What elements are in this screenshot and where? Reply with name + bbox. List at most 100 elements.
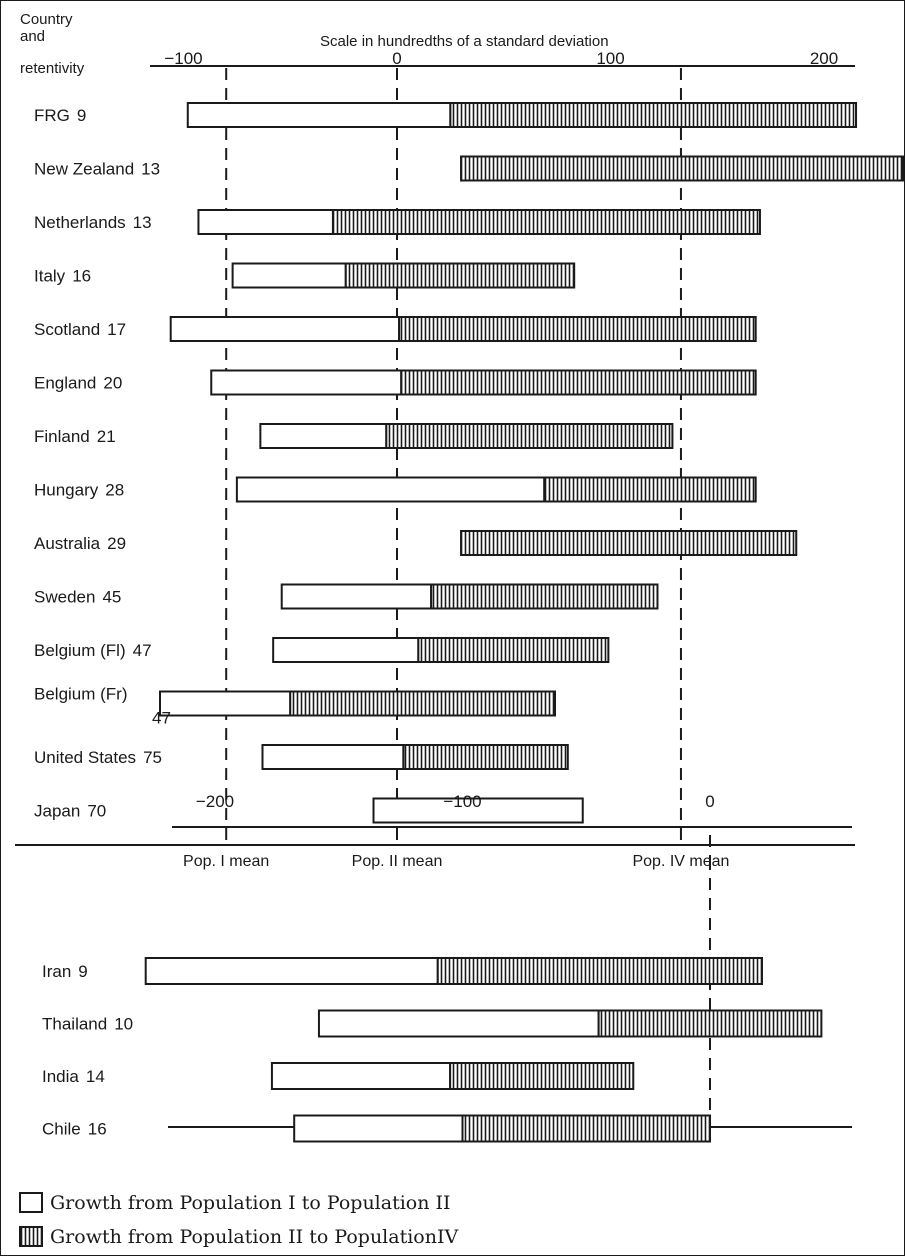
country-header-line3: retentivity (20, 60, 85, 77)
legend-swatch-hatched (19, 1226, 43, 1247)
chart1-country-label: Belgium (Fr) 47 (34, 685, 171, 728)
chart1-country-label: Hungary 28 (34, 481, 124, 500)
country-header-line1: Country (20, 11, 73, 28)
chart1-bar-pop2-to-pop4 (543, 476, 757, 503)
retentivity-value: 29 (107, 534, 126, 553)
chart2-bar-pop1-to-pop2 (293, 1114, 464, 1143)
chart1-country-label: New Zealand 13 (34, 160, 160, 179)
legend: Growth from Population I to Population I… (19, 1192, 458, 1248)
scale-title: Scale in hundredths of a standard deviat… (320, 33, 609, 50)
chart1-bar-pop2-to-pop4 (460, 530, 798, 556)
country-name: Scotland (34, 320, 100, 339)
chart1-country-label: FRG 9 (34, 106, 86, 125)
country-name: Chile (42, 1120, 81, 1139)
chart1-bar-pop1-to-pop2 (186, 102, 452, 128)
chart2-bar-pop1-to-pop2 (317, 1009, 600, 1038)
bars-layer (144, 102, 904, 1143)
chart1-bar-pop2-to-pop4 (289, 690, 556, 717)
chart1-bar-pop2-to-pop4 (344, 262, 576, 289)
country-name: United States (34, 748, 136, 767)
chart2-tick-label: 0 (705, 792, 714, 811)
chart2-bar-pop2-to-pop4 (597, 1009, 823, 1038)
chart1-bar-pop2-to-pop4 (331, 209, 761, 235)
country-name: Sweden (34, 588, 95, 607)
chart1-country-label: Finland 21 (34, 427, 116, 446)
chart1-bar-pop1-to-pop2 (231, 262, 347, 289)
chart2-country-label: Iran 9 (42, 962, 88, 981)
retentivity-value: 28 (105, 481, 124, 500)
chart1-reference-label: Pop. IV mean (632, 853, 729, 870)
chart2-bar-pop2-to-pop4 (436, 957, 763, 985)
country-name: Australia (34, 534, 101, 553)
chart1-tick-label: −100 (164, 49, 202, 68)
chart2-bar-pop2-to-pop4 (461, 1114, 711, 1143)
chart1-reference-label: Pop. II mean (352, 853, 443, 870)
country-header-line2: and (20, 28, 45, 45)
chart2-country-label: India 14 (42, 1067, 105, 1086)
chart1-bar-pop1-to-pop2 (261, 744, 405, 770)
chart1-country-label: Scotland 17 (34, 320, 126, 339)
country-name: Iran (42, 962, 71, 981)
chart2-tick-label: −200 (196, 792, 234, 811)
retentivity-value: 9 (77, 106, 86, 125)
country-name: Belgium (Fr) (34, 685, 128, 704)
chart1-country-label: Netherlands 13 (34, 213, 152, 232)
legend-label-pop2-to-pop4: Growth from Population II to PopulationI… (50, 1226, 458, 1248)
chart1-bar-pop2-to-pop4 (460, 155, 904, 182)
chart1-bar-pop1-to-pop2 (259, 423, 388, 449)
retentivity-value: 16 (88, 1120, 107, 1139)
chart2-bar-pop1-to-pop2 (144, 957, 439, 985)
chart1-bar-pop1-to-pop2 (235, 476, 546, 503)
chart2-tick-label: −100 (443, 792, 481, 811)
country-name: Japan (34, 802, 80, 821)
chart1-bar-pop1-to-pop2 (169, 316, 401, 342)
retentivity-value: 17 (107, 320, 126, 339)
retentivity-value: 9 (78, 962, 87, 981)
retentivity-value: 47 (152, 709, 171, 728)
chart2-country-label: Chile 16 (42, 1120, 107, 1139)
chart1-bar-pop1-to-pop2 (280, 583, 433, 610)
chart1-bar-pop2-to-pop4 (402, 744, 569, 770)
chart1-country-label: Australia 29 (34, 534, 126, 553)
chart2-bar-pop2-to-pop4 (449, 1062, 635, 1090)
chart1-country-label: Sweden 45 (34, 588, 121, 607)
country-name: FRG (34, 106, 70, 125)
chart1-country-label: Belgium (Fl) 47 (34, 641, 152, 660)
country-name: Thailand (42, 1015, 107, 1034)
chart1-country-label: United States 75 (34, 748, 162, 767)
country-name: Belgium (Fl) (34, 641, 126, 660)
legend-label-pop1-to-pop2: Growth from Population I to Population I… (50, 1192, 451, 1214)
retentivity-value: 16 (72, 267, 91, 286)
chart1-bar-pop2-to-pop4 (398, 316, 757, 342)
legend-swatch-open (19, 1192, 43, 1213)
chart1-bar-pop2-to-pop4 (417, 637, 610, 663)
retentivity-value: 10 (114, 1015, 133, 1034)
retentivity-value: 13 (141, 160, 160, 179)
chart1-country-label: England 20 (34, 374, 122, 393)
retentivity-value: 13 (133, 213, 152, 232)
chart1-tick-label: 200 (810, 49, 838, 68)
chart1-country-label: Japan 70 (34, 802, 106, 821)
chart1-tick-label: 0 (392, 49, 401, 68)
chart1-bar-pop1-to-pop2 (197, 209, 334, 235)
country-name: Italy (34, 267, 66, 286)
chart1-tick-label: 100 (596, 49, 624, 68)
country-name: England (34, 374, 96, 393)
chart1-bar-pop1-to-pop2 (272, 637, 420, 663)
country-name: Finland (34, 427, 90, 446)
retentivity-value: 75 (143, 748, 162, 767)
chart1-bar-pop1-to-pop2 (372, 797, 584, 824)
retentivity-value: 70 (87, 802, 106, 821)
country-name: India (42, 1067, 79, 1086)
chart2-bar-pop1-to-pop2 (270, 1062, 452, 1090)
retentivity-value: 14 (86, 1067, 105, 1086)
chart1-bar-pop1-to-pop2 (159, 690, 292, 717)
retentivity-value: 45 (102, 588, 121, 607)
country-name: New Zealand (34, 160, 134, 179)
chart1-bar-pop2-to-pop4 (400, 369, 757, 396)
retentivity-value: 20 (103, 374, 122, 393)
chart1-reference-label: Pop. I mean (183, 853, 269, 870)
country-name: Hungary (34, 481, 99, 500)
